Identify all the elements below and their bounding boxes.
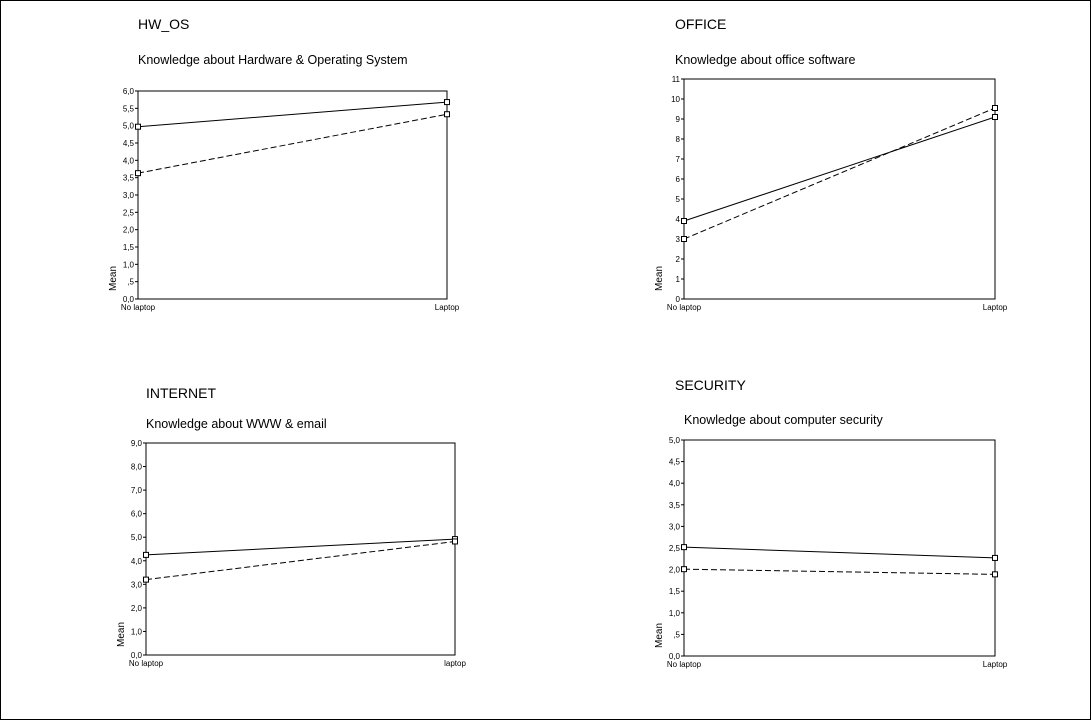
y-tick-label: 6,0 bbox=[131, 510, 143, 519]
series-line-solid bbox=[683, 116, 996, 222]
chart-subtitle: Knowledge about computer security bbox=[684, 413, 883, 427]
data-point-marker bbox=[681, 566, 687, 573]
y-tick-label: 5,0 bbox=[131, 533, 143, 542]
y-tick-label: 9,0 bbox=[131, 439, 143, 448]
y-tick-label: 6 bbox=[676, 175, 681, 184]
y-tick-label: 1,5 bbox=[123, 243, 135, 252]
chart-title: INTERNET bbox=[146, 385, 216, 401]
data-point-marker bbox=[992, 571, 998, 578]
x-tick-label: No laptop bbox=[667, 660, 702, 669]
x-tick-label: Laptop bbox=[435, 303, 460, 312]
y-tick-label: 7,0 bbox=[131, 486, 143, 495]
y-tick-label: 0 bbox=[676, 295, 681, 304]
x-tick-label: No laptop bbox=[129, 659, 164, 668]
y-tick-label: 4,5 bbox=[669, 458, 681, 467]
y-tick-label: 2,5 bbox=[669, 544, 681, 553]
series-line-dashed bbox=[683, 107, 996, 240]
data-point-marker bbox=[135, 170, 141, 177]
y-axis-label: Mean bbox=[654, 623, 665, 648]
y-tick-label: 6,0 bbox=[123, 87, 135, 96]
y-tick-label: 3,5 bbox=[123, 174, 135, 183]
x-tick-label: laptop bbox=[444, 659, 466, 668]
y-tick-label: 3,0 bbox=[131, 580, 143, 589]
y-tick-label: 5,0 bbox=[123, 122, 135, 131]
y-tick-label: 4,0 bbox=[123, 156, 135, 165]
y-tick-label: 1,0 bbox=[123, 260, 135, 269]
data-point-marker bbox=[452, 538, 458, 545]
y-tick-label: 3,0 bbox=[123, 191, 135, 200]
chart-title: SECURITY bbox=[675, 377, 746, 393]
y-tick-label: 11 bbox=[672, 75, 681, 84]
data-point-marker bbox=[143, 551, 149, 558]
y-tick-label: 9 bbox=[676, 115, 681, 124]
y-tick-label: 8 bbox=[676, 135, 681, 144]
plot-frame bbox=[145, 442, 456, 656]
y-tick-label: 4,0 bbox=[131, 557, 143, 566]
y-axis-label: Mean bbox=[654, 266, 665, 291]
series-line-solid bbox=[137, 101, 448, 128]
data-point-marker bbox=[135, 123, 141, 130]
y-tick-label: 5 bbox=[676, 195, 681, 204]
y-tick-label: 1,0 bbox=[669, 609, 681, 618]
series-line-dashed bbox=[683, 568, 996, 575]
x-tick-label: No laptop bbox=[121, 303, 156, 312]
y-tick-label: 2,0 bbox=[669, 566, 681, 575]
y-tick-label: 5,0 bbox=[669, 436, 681, 445]
y-tick-label: 4 bbox=[676, 215, 681, 224]
plot-frame bbox=[683, 439, 996, 657]
series-line-dashed bbox=[145, 540, 456, 581]
y-tick-label: ,5 bbox=[127, 278, 134, 287]
data-point-marker bbox=[444, 111, 450, 118]
y-tick-label: 1 bbox=[676, 275, 681, 284]
y-axis-label: Mean bbox=[116, 622, 127, 647]
y-tick-label: 0,0 bbox=[123, 295, 135, 304]
y-tick-label: 0,0 bbox=[669, 652, 681, 661]
series-line-solid bbox=[683, 546, 996, 559]
x-tick-label: Laptop bbox=[983, 660, 1008, 669]
y-tick-label: 7 bbox=[676, 155, 681, 164]
data-point-marker bbox=[992, 554, 998, 561]
series-line-dashed bbox=[137, 113, 448, 174]
x-tick-label: Laptop bbox=[983, 303, 1008, 312]
y-tick-label: 4,0 bbox=[669, 479, 681, 488]
chart-subtitle: Knowledge about WWW & email bbox=[146, 417, 327, 431]
y-tick-label: 2,0 bbox=[131, 604, 143, 613]
y-tick-label: 0,0 bbox=[131, 651, 143, 660]
data-point-marker bbox=[681, 544, 687, 551]
y-tick-label: 10 bbox=[671, 95, 680, 104]
y-tick-label: ,5 bbox=[673, 630, 680, 639]
y-tick-label: 3 bbox=[676, 235, 681, 244]
y-axis-label: Mean bbox=[108, 266, 119, 291]
y-tick-label: 2,5 bbox=[123, 208, 135, 217]
y-tick-label: 8,0 bbox=[131, 463, 143, 472]
data-point-marker bbox=[681, 218, 687, 224]
data-point-marker bbox=[681, 236, 687, 242]
chart-subtitle: Knowledge about Hardware & Operating Sys… bbox=[138, 53, 408, 67]
y-tick-label: 2 bbox=[676, 255, 681, 264]
y-tick-label: 3,0 bbox=[669, 522, 681, 531]
data-point-marker bbox=[444, 99, 450, 106]
y-tick-label: 4,5 bbox=[123, 139, 135, 148]
series-line-solid bbox=[145, 538, 456, 556]
chart-subtitle: Knowledge about office software bbox=[675, 53, 856, 67]
y-tick-label: 1,5 bbox=[669, 587, 681, 596]
y-tick-label: 2,0 bbox=[123, 226, 135, 235]
y-tick-label: 1,0 bbox=[131, 627, 143, 636]
data-point-marker bbox=[992, 114, 998, 120]
chart-title: HW_OS bbox=[138, 16, 190, 32]
x-tick-label: No laptop bbox=[667, 303, 702, 312]
y-tick-label: 5,5 bbox=[123, 104, 135, 113]
plot-frame bbox=[683, 78, 996, 300]
data-point-marker bbox=[992, 105, 998, 111]
data-point-marker bbox=[143, 576, 149, 583]
y-tick-label: 3,5 bbox=[669, 501, 681, 510]
chart-title: OFFICE bbox=[675, 16, 727, 32]
